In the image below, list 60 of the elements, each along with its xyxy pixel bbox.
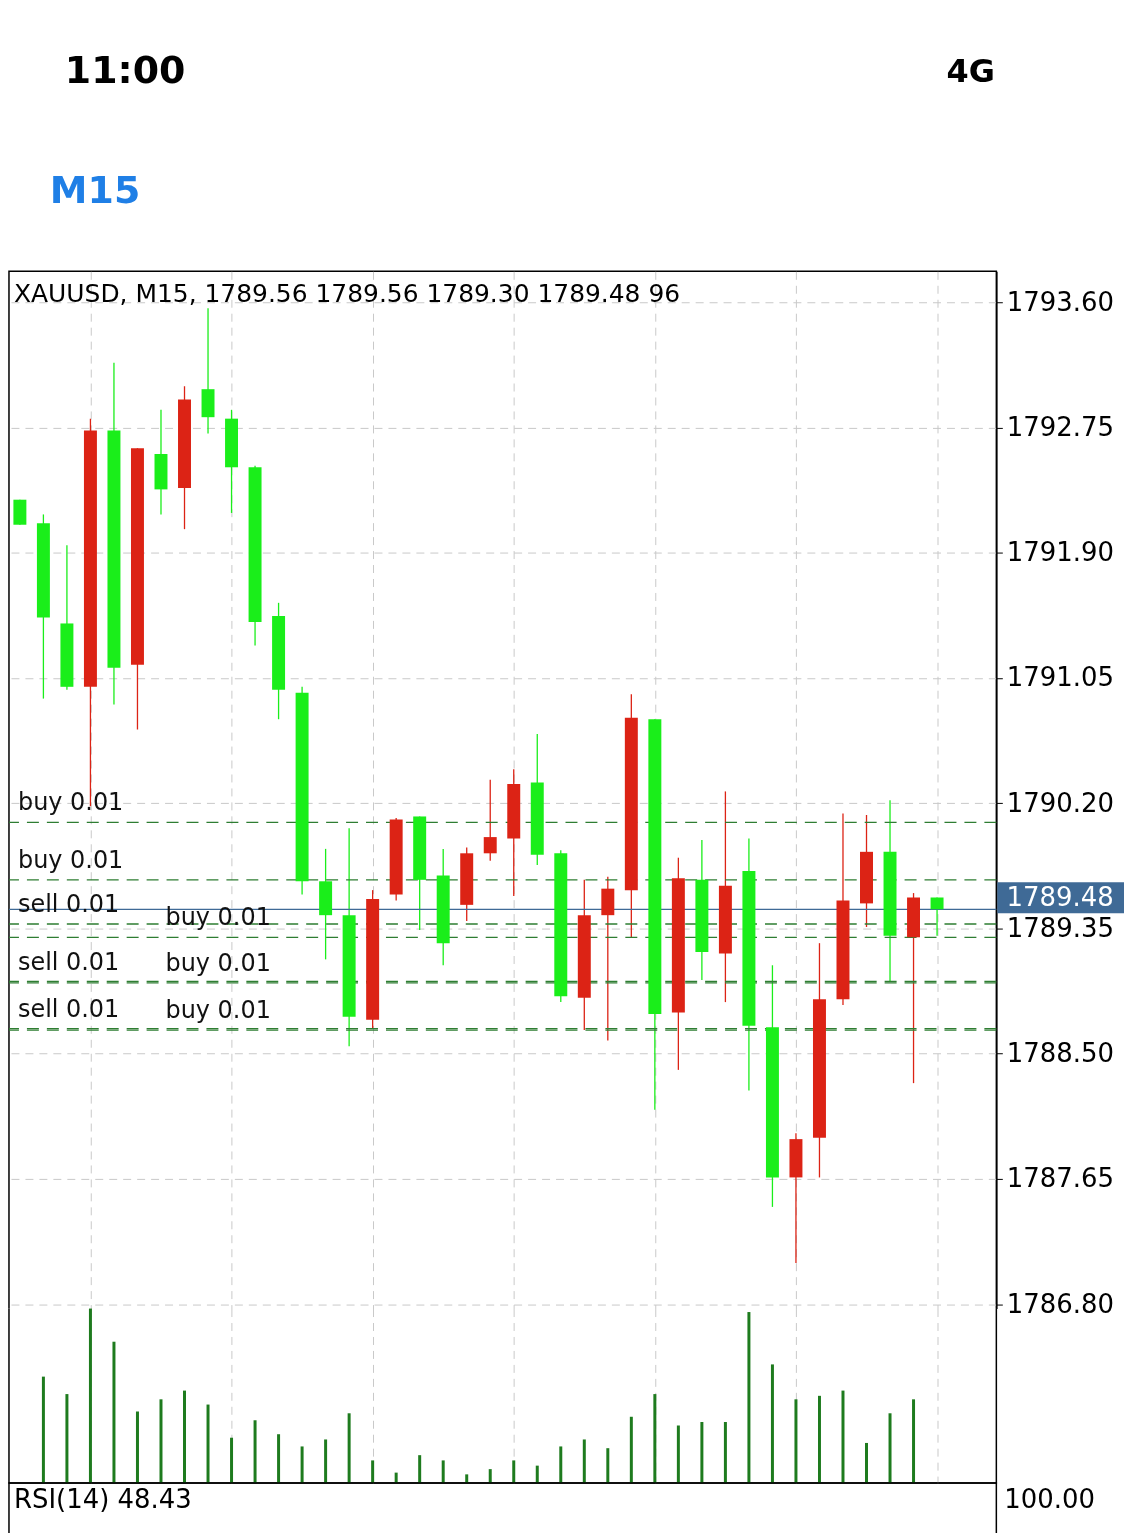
bar [300,1446,304,1484]
y-tick-label: 1786.80 [1006,1288,1115,1319]
y-tick-label: 1791.90 [1006,537,1115,568]
bar [324,1439,328,1484]
text: 100.00 [1004,1484,1096,1515]
bar [747,1312,751,1484]
ref-line-label: sell 0.01 [17,994,120,1023]
bar [865,1442,868,1484]
bar [41,1376,45,1484]
ref-line-label: buy 0.01 [165,903,271,932]
text: RSI(14) 48.43 [13,1484,192,1515]
text: 11:00 [64,47,186,92]
y-tick-label: 1790.20 [1006,787,1115,818]
ref-line-label: sell 0.01 [17,947,120,976]
bar [371,1460,375,1484]
y-tick-label: 1789.35 [1006,912,1115,943]
y-tick-label: 1787.65 [1006,1163,1115,1194]
bar [230,1437,234,1484]
ref-line-label: 1789.48 [1006,882,1114,913]
ref-line-label: buy 0.01 [165,996,271,1025]
bar [253,1420,257,1484]
candlestick [483,778,497,862]
bar [418,1455,422,1484]
bar [135,1411,139,1484]
y-tick-label: 1792.75 [1006,411,1115,442]
bar [183,1390,186,1484]
bar [347,1413,351,1484]
bar [441,1460,445,1484]
y-tick-label: 1793.60 [1006,286,1115,317]
bar [817,1395,821,1484]
bar [700,1422,704,1484]
text: M15 [49,167,141,212]
text: 4G [946,51,995,90]
bar [206,1404,210,1484]
y-tick-label: 1791.05 [1006,662,1115,693]
bar [488,1469,492,1484]
bar [676,1425,680,1484]
bar [559,1446,563,1484]
bar [912,1399,916,1484]
ref-line-label: buy 0.01 [17,845,124,874]
bar [512,1460,516,1484]
bar [65,1394,69,1484]
ref-line-label: buy 0.01 [165,948,271,977]
bar [888,1413,892,1484]
chart-title: XAUUSD, M15, 1789.56 1789.56 1789.30 1789.48 96 [13,279,681,309]
bar [629,1416,633,1484]
ref-line-label: buy 0.01 [17,788,124,817]
bar [841,1390,845,1484]
bar [582,1439,586,1484]
bar [277,1434,281,1484]
bar [723,1422,727,1484]
bar [770,1364,774,1484]
bar [653,1394,657,1484]
bar [112,1341,116,1484]
bar [535,1465,539,1484]
candlestick [930,896,944,937]
y-tick-label: 1788.50 [1006,1038,1115,1069]
bar [159,1399,163,1484]
bar [606,1448,610,1484]
bar [794,1399,798,1484]
